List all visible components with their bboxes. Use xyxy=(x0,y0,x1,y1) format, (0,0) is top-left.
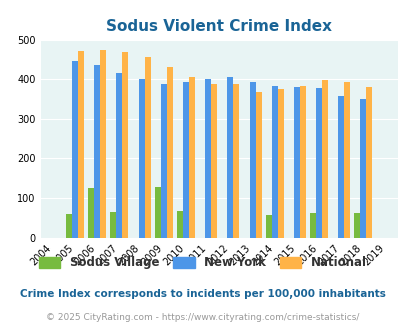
Bar xyxy=(309,213,315,238)
Bar xyxy=(299,86,305,238)
Bar xyxy=(188,77,194,238)
Bar xyxy=(177,211,183,238)
Bar xyxy=(122,52,128,238)
Bar xyxy=(160,84,166,238)
Bar xyxy=(78,51,84,238)
Bar xyxy=(88,188,94,238)
Bar xyxy=(72,61,78,238)
Legend: Sodus Village, New York, National: Sodus Village, New York, National xyxy=(34,252,371,274)
Bar xyxy=(183,82,188,238)
Bar xyxy=(354,213,360,238)
Bar xyxy=(343,82,350,238)
Bar xyxy=(110,212,116,238)
Bar xyxy=(315,88,321,238)
Bar xyxy=(265,214,271,238)
Bar xyxy=(366,87,371,238)
Bar xyxy=(144,57,150,238)
Bar xyxy=(271,86,277,238)
Bar xyxy=(94,65,100,238)
Bar xyxy=(100,50,106,238)
Bar xyxy=(116,73,122,238)
Bar xyxy=(277,89,283,238)
Bar xyxy=(138,79,144,238)
Bar xyxy=(66,214,72,238)
Bar xyxy=(249,82,255,238)
Bar xyxy=(293,87,299,238)
Bar xyxy=(255,92,261,238)
Bar xyxy=(337,96,343,238)
Bar xyxy=(360,99,366,238)
Bar xyxy=(211,84,217,238)
Bar xyxy=(154,187,160,238)
Title: Sodus Violent Crime Index: Sodus Violent Crime Index xyxy=(106,19,331,34)
Bar xyxy=(205,79,211,238)
Bar xyxy=(227,77,233,238)
Bar xyxy=(233,84,239,238)
Bar xyxy=(166,67,172,238)
Text: Crime Index corresponds to incidents per 100,000 inhabitants: Crime Index corresponds to incidents per… xyxy=(20,289,385,299)
Bar xyxy=(321,81,327,238)
Text: © 2025 CityRating.com - https://www.cityrating.com/crime-statistics/: © 2025 CityRating.com - https://www.city… xyxy=(46,313,359,322)
